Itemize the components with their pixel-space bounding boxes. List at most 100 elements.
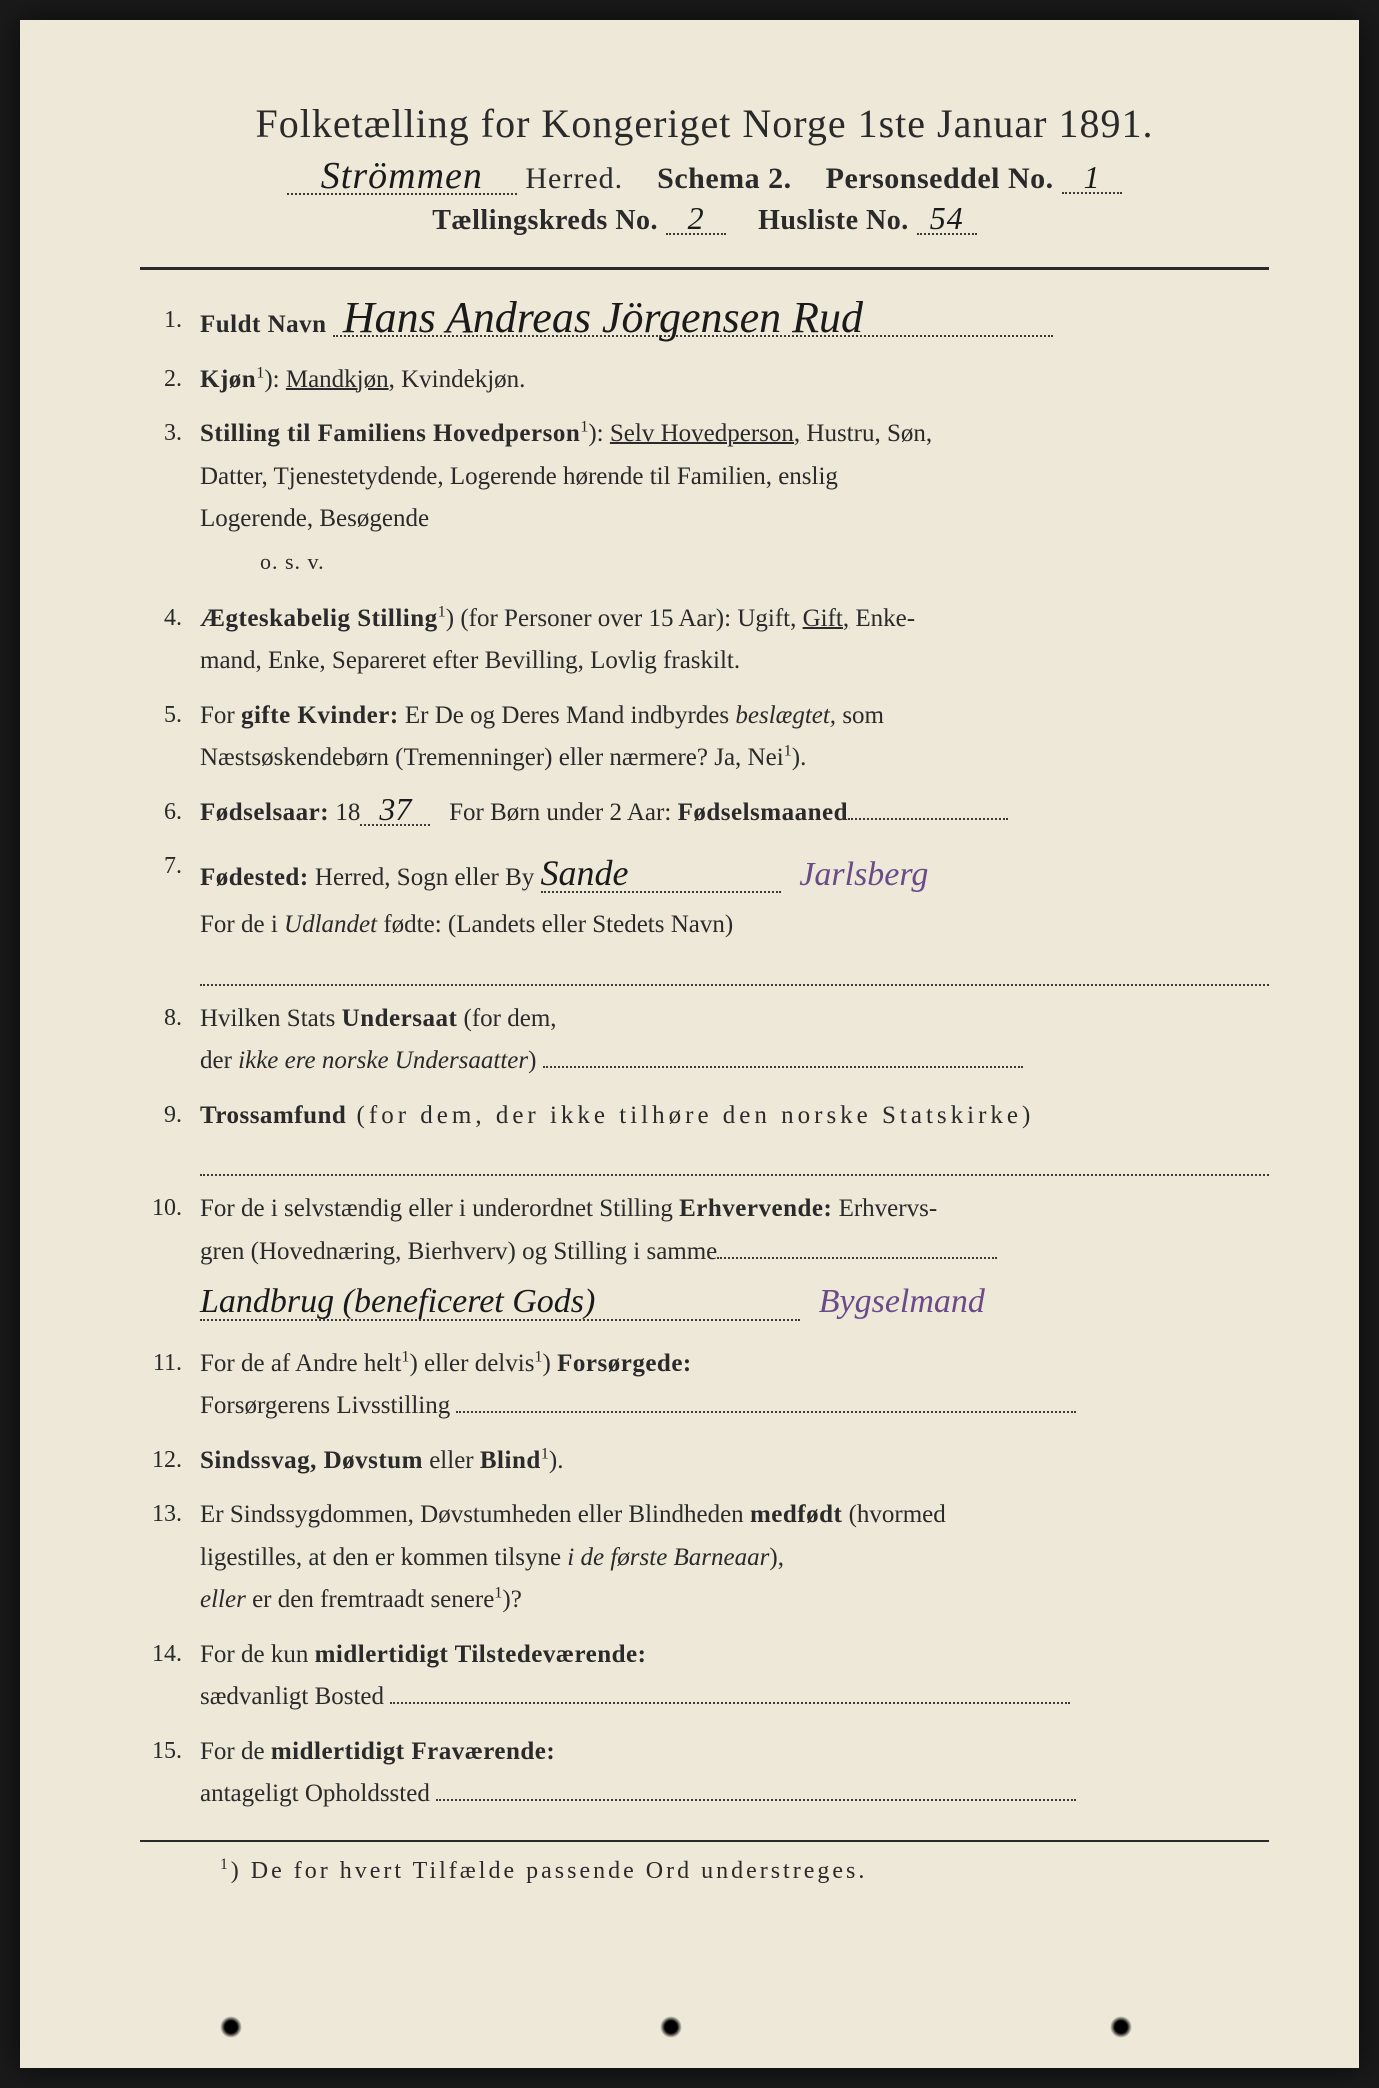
q4-num: 4. bbox=[140, 598, 200, 683]
q15-num: 15. bbox=[140, 1731, 200, 1816]
q3-num: 3. bbox=[140, 413, 200, 586]
q6-month-blank bbox=[848, 818, 1008, 820]
q9-num: 9. bbox=[140, 1095, 200, 1177]
q6-mid: For Børn under 2 Aar: bbox=[449, 799, 671, 826]
q14-body: For de kun midlertidigt Tilstedeværende:… bbox=[200, 1634, 1269, 1719]
personseddel-label: Personseddel No. bbox=[826, 162, 1054, 195]
q10-body: For de i selvstændig eller i underordnet… bbox=[200, 1188, 1269, 1331]
q4: 4. Ægteskabelig Stilling1) (for Personer… bbox=[140, 598, 1269, 683]
q7-l2post: fødte: (Landets eller Stedets Navn) bbox=[377, 911, 733, 938]
q8-2c: ) bbox=[528, 1047, 536, 1074]
q15-1b: midlertidigt Fraværende: bbox=[271, 1738, 555, 1765]
q11-s2: 1 bbox=[534, 1348, 542, 1366]
q7-num: 7. bbox=[140, 846, 200, 985]
q12-close: ). bbox=[549, 1447, 564, 1474]
q4-line2: mand, Enke, Separeret efter Bevilling, L… bbox=[200, 647, 740, 674]
q14-1b: midlertidigt Tilstedeværende: bbox=[315, 1641, 647, 1668]
q13-1a: Er Sindssygdommen, Døvstumheden eller Bl… bbox=[200, 1501, 750, 1528]
q13-2b: i de første Barneaar bbox=[567, 1544, 769, 1571]
q8-1c: (for dem, bbox=[457, 1005, 556, 1032]
q1-num: 1. bbox=[140, 300, 200, 347]
q11-1a: For de af Andre helt bbox=[200, 1350, 401, 1377]
q7: 7. Fødested: Herred, Sogn eller By Sande… bbox=[140, 846, 1269, 985]
q13-1b: medfødt bbox=[750, 1501, 842, 1528]
q13-2c: ), bbox=[769, 1544, 784, 1571]
q8-2b: ikke ere norske Undersaatter bbox=[238, 1047, 528, 1074]
q6-num: 6. bbox=[140, 792, 200, 835]
q6: 6. Fødselsaar: 1837 For Børn under 2 Aar… bbox=[140, 792, 1269, 835]
q13-1c: (hvormed bbox=[842, 1501, 945, 1528]
q3-selv: Selv Hovedperson, bbox=[610, 420, 800, 447]
q6-body: Fødselsaar: 1837 For Børn under 2 Aar: F… bbox=[200, 792, 1269, 835]
q12-rest: eller bbox=[423, 1447, 480, 1474]
q10-1b: Erhvervende: bbox=[679, 1195, 832, 1222]
q2-opt2: Kvindekjøn. bbox=[401, 366, 525, 393]
q9-blank bbox=[200, 1141, 1269, 1176]
q10-blank1 bbox=[717, 1257, 997, 1259]
footnote-sup: 1 bbox=[220, 1856, 231, 1873]
q5-ital: beslægtet, bbox=[735, 702, 836, 729]
kreds-label: Tællingskreds No. bbox=[432, 205, 658, 236]
q1-value: Hans Andreas Jörgensen Rud bbox=[333, 300, 1053, 337]
q2-opt1: Mandkjøn bbox=[286, 366, 389, 393]
q5-body: For gifte Kvinder: Er De og Deres Mand i… bbox=[200, 695, 1269, 780]
q6-year: 37 bbox=[360, 795, 430, 826]
q7-value2: Jarlsberg bbox=[799, 856, 928, 893]
q12-label: Sindssvag, Døvstum bbox=[200, 1447, 423, 1474]
q12-num: 12. bbox=[140, 1440, 200, 1483]
q15-1a: For de bbox=[200, 1738, 271, 1765]
q8: 8. Hvilken Stats Undersaat (for dem, der… bbox=[140, 998, 1269, 1083]
herred-value: Strömmen bbox=[287, 159, 517, 195]
q7-value1: Sande bbox=[541, 855, 781, 893]
q8-1b: Undersaat bbox=[342, 1005, 458, 1032]
q13-num: 13. bbox=[140, 1494, 200, 1622]
q9-label: Trossamfund bbox=[200, 1102, 346, 1129]
binding-hole bbox=[220, 2016, 242, 2038]
q5-line2: Næstsøskendebørn (Tremenninger) eller næ… bbox=[200, 744, 784, 771]
q10-2: gren (Hovednæring, Bierhverv) og Stillin… bbox=[200, 1238, 717, 1265]
q11-1b: ) eller delvis bbox=[409, 1350, 534, 1377]
q7-label: Fødested: bbox=[200, 864, 309, 891]
q15-2: antageligt Opholdssted bbox=[200, 1780, 430, 1807]
header-line-2: Strömmen Herred. Schema 2. Personseddel … bbox=[140, 159, 1269, 196]
q6-label: Fødselsaar: bbox=[200, 799, 329, 826]
header-block: Folketælling for Kongeriget Norge 1ste J… bbox=[140, 100, 1269, 237]
q1: 1. Fuldt Navn Hans Andreas Jörgensen Rud bbox=[140, 300, 1269, 347]
q13: 13. Er Sindssygdommen, Døvstumheden elle… bbox=[140, 1494, 1269, 1622]
schema-label: Schema 2. bbox=[657, 162, 792, 195]
q2-label: Kjøn bbox=[200, 366, 256, 393]
q5: 5. For gifte Kvinder: Er De og Deres Man… bbox=[140, 695, 1269, 780]
herred-label: Herred. bbox=[525, 162, 623, 195]
q14-blank bbox=[390, 1702, 1070, 1704]
q5-close: ). bbox=[792, 744, 807, 771]
q15-blank bbox=[436, 1799, 1076, 1801]
q9-rest: (for dem, der ikke tilhøre den norske St… bbox=[346, 1102, 1034, 1129]
binding-hole bbox=[1110, 2016, 1132, 2038]
q2: 2. Kjøn1): Mandkjøn, Kvindekjøn. bbox=[140, 359, 1269, 402]
q7-mid: Herred, Sogn eller By bbox=[315, 864, 534, 891]
q4-a: Ugift, bbox=[737, 605, 802, 632]
q3-line3: Logerende, Besøgende bbox=[200, 505, 429, 532]
q13-body: Er Sindssygdommen, Døvstumheden eller Bl… bbox=[200, 1494, 1269, 1622]
q4-sup: 1 bbox=[438, 603, 446, 621]
kreds-value: 2 bbox=[666, 204, 726, 235]
q11-blank bbox=[456, 1411, 1076, 1413]
q11-1c: ) bbox=[543, 1350, 558, 1377]
q3-line2: Datter, Tjenestetydende, Logerende høren… bbox=[200, 463, 838, 490]
q14-1a: For de kun bbox=[200, 1641, 315, 1668]
q7-body: Fødested: Herred, Sogn eller By Sande Ja… bbox=[200, 846, 1269, 985]
q5-post1: Er De og Deres Mand indbyrdes bbox=[399, 702, 736, 729]
q10-1a: For de i selvstændig eller i underordnet… bbox=[200, 1195, 679, 1222]
q10-num: 10. bbox=[140, 1188, 200, 1331]
q4-label: Ægteskabelig Stilling bbox=[200, 605, 438, 632]
q2-num: 2. bbox=[140, 359, 200, 402]
q5-post2: som bbox=[836, 702, 884, 729]
q6-year-prefix: 18 bbox=[335, 799, 360, 826]
q11-1d: Forsørgede: bbox=[557, 1350, 692, 1377]
questions-block: 1. Fuldt Navn Hans Andreas Jörgensen Rud… bbox=[140, 300, 1269, 1816]
q14-2: sædvanligt Bosted bbox=[200, 1683, 384, 1710]
q8-1a: Hvilken Stats bbox=[200, 1005, 342, 1032]
q10: 10. For de i selvstændig eller i underor… bbox=[140, 1188, 1269, 1331]
q11-num: 11. bbox=[140, 1343, 200, 1428]
q11-body: For de af Andre helt1) eller delvis1) Fo… bbox=[200, 1343, 1269, 1428]
